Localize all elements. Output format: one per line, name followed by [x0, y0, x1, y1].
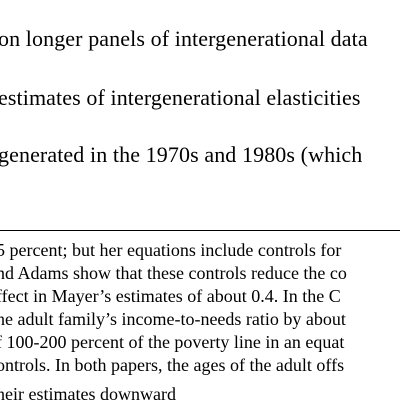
- footnote-text-line: ffect in Mayer’s estimates of about 0.4.…: [0, 286, 341, 306]
- footnote-text-line: heir estimates downward: [0, 384, 176, 400]
- body-text-line: on longer panels of intergenerational da…: [0, 26, 368, 51]
- footnote-text-line: f 100-200 percent of the poverty line in…: [0, 332, 345, 352]
- body-text-line: estimates of intergenerational elasticit…: [0, 85, 361, 110]
- footnote-divider: [0, 230, 400, 231]
- footnote-text-line: nd Adams show that these controls reduce…: [0, 263, 347, 283]
- body-text-line: generated in the 1970s and 1980s (which: [0, 142, 363, 167]
- footnote-text-line: ontrols. In both papers, the ages of the…: [0, 355, 345, 375]
- footnote-text-line: 5 percent; but her equations include con…: [0, 240, 342, 260]
- footnote-text-line: he adult family’s income-to-needs ratio …: [0, 309, 346, 329]
